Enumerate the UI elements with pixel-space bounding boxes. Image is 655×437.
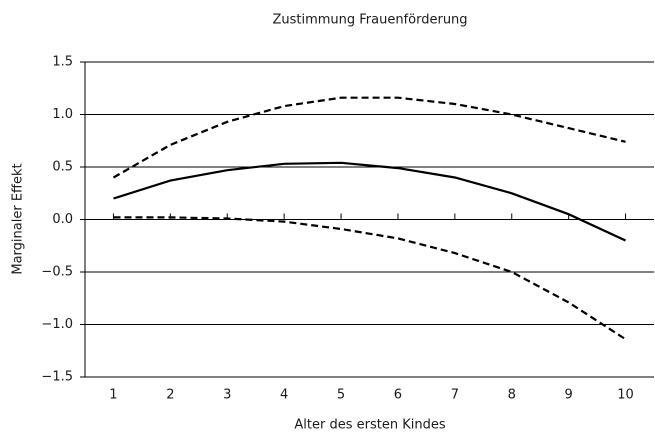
y-tick-label: −0.5 xyxy=(41,265,73,280)
y-tick-label: −1.0 xyxy=(41,317,73,332)
x-tick-label: 2 xyxy=(166,388,174,403)
x-tick-label: 8 xyxy=(508,388,516,403)
y-tick-label: 1.5 xyxy=(52,55,73,70)
x-tick-label: 3 xyxy=(223,388,231,403)
x-tick-label: 9 xyxy=(565,388,573,403)
y-tick-label: −1.5 xyxy=(41,370,73,385)
chart-title: Zustimmung Frauenförderung xyxy=(272,13,467,28)
y-tick-label: 0.0 xyxy=(52,212,73,227)
confidence-line xyxy=(113,216,627,341)
x-tick-label: 7 xyxy=(451,388,459,403)
y-tick-label: 0.5 xyxy=(52,160,73,175)
confidence-line xyxy=(112,96,626,179)
x-tick-label: 6 xyxy=(394,388,402,403)
x-tick-label: 10 xyxy=(617,388,634,403)
x-axis-label: Alter des ersten Kindes xyxy=(294,418,445,433)
y-axis-label: Marginaler Effekt xyxy=(11,163,26,274)
effect-line xyxy=(113,161,626,242)
x-tick-label: 4 xyxy=(280,388,288,403)
y-tick-label: 1.0 xyxy=(52,107,73,122)
x-tick-label: 5 xyxy=(337,388,345,403)
x-tick-label: 1 xyxy=(109,388,117,403)
